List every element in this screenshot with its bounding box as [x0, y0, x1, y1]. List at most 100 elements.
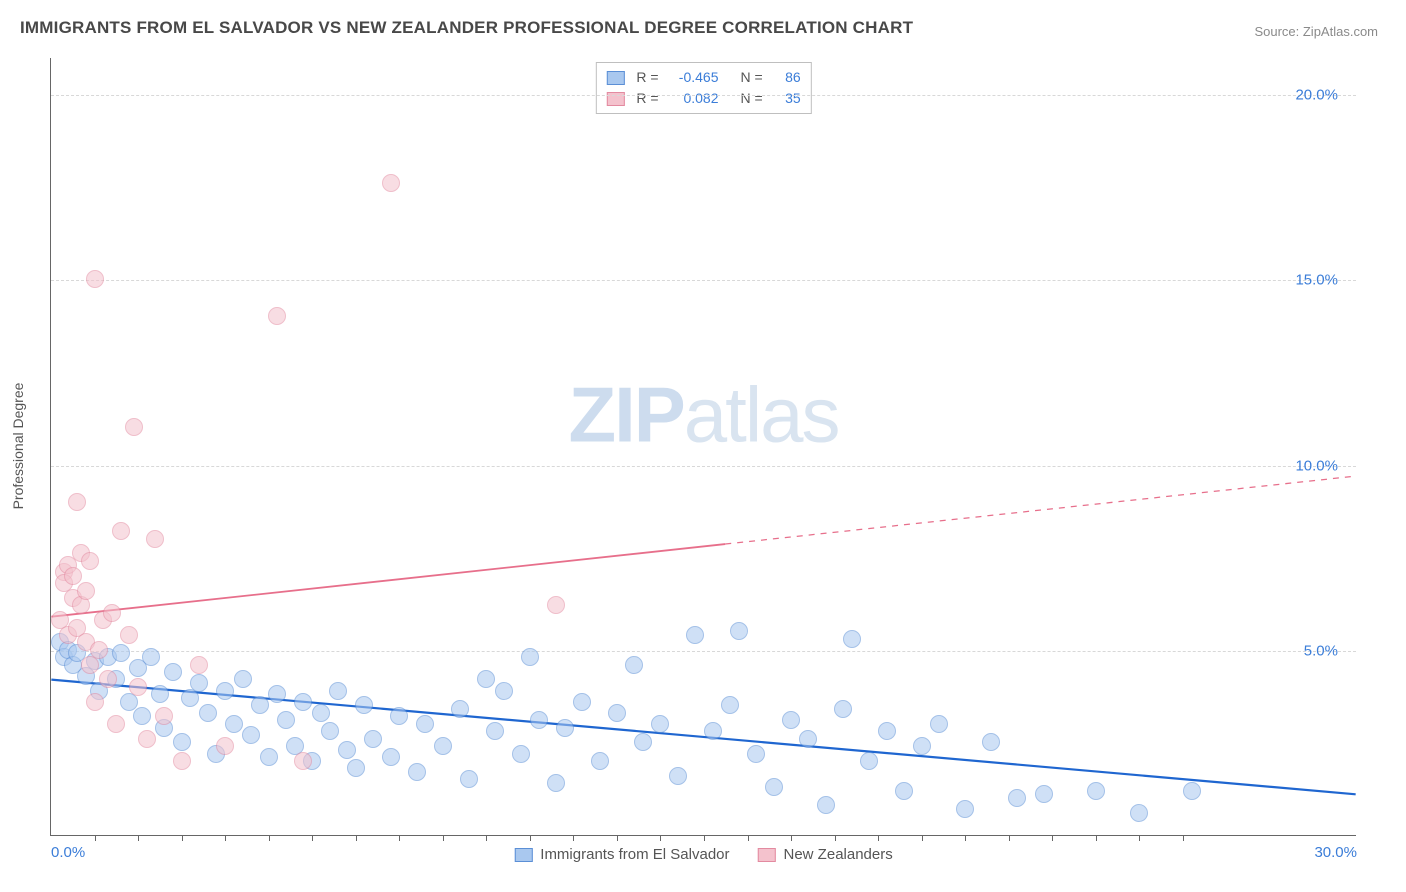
legend-swatch-elsalvador [606, 71, 624, 85]
data-point-nz [68, 493, 86, 511]
data-point-elsalvador [164, 663, 182, 681]
data-point-nz [138, 730, 156, 748]
data-point-elsalvador [721, 696, 739, 714]
chart-title: IMMIGRANTS FROM EL SALVADOR VS NEW ZEALA… [20, 18, 913, 38]
data-point-nz [216, 737, 234, 755]
y-tick-label: 10.0% [1295, 457, 1338, 474]
x-tick-mark [1052, 835, 1053, 841]
data-point-elsalvador [556, 719, 574, 737]
r-label: R = [636, 88, 658, 109]
data-point-elsalvador [190, 674, 208, 692]
data-point-elsalvador [956, 800, 974, 818]
data-point-elsalvador [817, 796, 835, 814]
y-tick-label: 20.0% [1295, 87, 1338, 104]
x-tick-mark [704, 835, 705, 841]
legend-stat-row-elsalvador: R =-0.465N =86 [606, 67, 800, 88]
legend-stats-box: R =-0.465N =86R =0.082N =35 [595, 62, 811, 114]
x-tick-mark [660, 835, 661, 841]
data-point-elsalvador [982, 733, 1000, 751]
r-value-elsalvador: -0.465 [667, 67, 719, 88]
r-label: R = [636, 67, 658, 88]
data-point-nz [129, 678, 147, 696]
data-point-elsalvador [199, 704, 217, 722]
data-point-elsalvador [608, 704, 626, 722]
data-point-elsalvador [521, 648, 539, 666]
data-point-elsalvador [416, 715, 434, 733]
data-point-elsalvador [486, 722, 504, 740]
data-point-nz [125, 418, 143, 436]
data-point-elsalvador [321, 722, 339, 740]
data-point-nz [86, 270, 104, 288]
data-point-elsalvador [878, 722, 896, 740]
x-tick-mark [748, 835, 749, 841]
data-point-elsalvador [669, 767, 687, 785]
data-point-elsalvador [1035, 785, 1053, 803]
data-point-elsalvador [495, 682, 513, 700]
legend-stat-row-nz: R =0.082N =35 [606, 88, 800, 109]
data-point-elsalvador [329, 682, 347, 700]
gridline [51, 651, 1356, 652]
data-point-elsalvador [1183, 782, 1201, 800]
x-tick-mark [617, 835, 618, 841]
data-point-elsalvador [530, 711, 548, 729]
data-point-elsalvador [930, 715, 948, 733]
x-tick-mark [486, 835, 487, 841]
data-point-elsalvador [338, 741, 356, 759]
data-point-elsalvador [355, 696, 373, 714]
data-point-elsalvador [860, 752, 878, 770]
x-tick-mark [1009, 835, 1010, 841]
data-point-elsalvador [451, 700, 469, 718]
data-point-elsalvador [573, 693, 591, 711]
data-point-elsalvador [765, 778, 783, 796]
data-point-elsalvador [547, 774, 565, 792]
data-point-elsalvador [747, 745, 765, 763]
data-point-elsalvador [390, 707, 408, 725]
data-point-elsalvador [512, 745, 530, 763]
legend-item-elsalvador: Immigrants from El Salvador [514, 846, 729, 863]
data-point-nz [107, 715, 125, 733]
x-tick-mark [443, 835, 444, 841]
gridline [51, 280, 1356, 281]
legend-swatch-nz [758, 848, 776, 862]
x-tick-mark [269, 835, 270, 841]
data-point-elsalvador [913, 737, 931, 755]
data-point-elsalvador [251, 696, 269, 714]
x-tick-label: 0.0% [51, 844, 85, 861]
x-tick-mark [1139, 835, 1140, 841]
data-point-elsalvador [591, 752, 609, 770]
data-point-elsalvador [133, 707, 151, 725]
data-point-elsalvador [1008, 789, 1026, 807]
y-tick-label: 5.0% [1304, 642, 1338, 659]
data-point-elsalvador [142, 648, 160, 666]
data-point-elsalvador [260, 748, 278, 766]
data-point-elsalvador [434, 737, 452, 755]
data-point-elsalvador [173, 733, 191, 751]
data-point-nz [103, 604, 121, 622]
data-point-elsalvador [782, 711, 800, 729]
x-tick-mark [356, 835, 357, 841]
data-point-nz [77, 582, 95, 600]
x-tick-label: 30.0% [1314, 844, 1357, 861]
data-point-elsalvador [834, 700, 852, 718]
x-tick-mark [835, 835, 836, 841]
data-point-elsalvador [234, 670, 252, 688]
x-tick-mark [1183, 835, 1184, 841]
x-tick-mark [312, 835, 313, 841]
n-value-elsalvador: 86 [771, 67, 801, 88]
data-point-nz [90, 641, 108, 659]
data-point-elsalvador [895, 782, 913, 800]
data-point-elsalvador [408, 763, 426, 781]
data-point-elsalvador [242, 726, 260, 744]
data-point-nz [155, 707, 173, 725]
x-tick-mark [138, 835, 139, 841]
data-point-elsalvador [225, 715, 243, 733]
x-tick-mark [573, 835, 574, 841]
legend-swatch-elsalvador [514, 848, 532, 862]
data-point-elsalvador [382, 748, 400, 766]
n-label: N = [741, 88, 763, 109]
x-tick-mark [399, 835, 400, 841]
data-point-nz [81, 552, 99, 570]
r-value-nz: 0.082 [667, 88, 719, 109]
data-point-elsalvador [364, 730, 382, 748]
data-point-nz [268, 307, 286, 325]
